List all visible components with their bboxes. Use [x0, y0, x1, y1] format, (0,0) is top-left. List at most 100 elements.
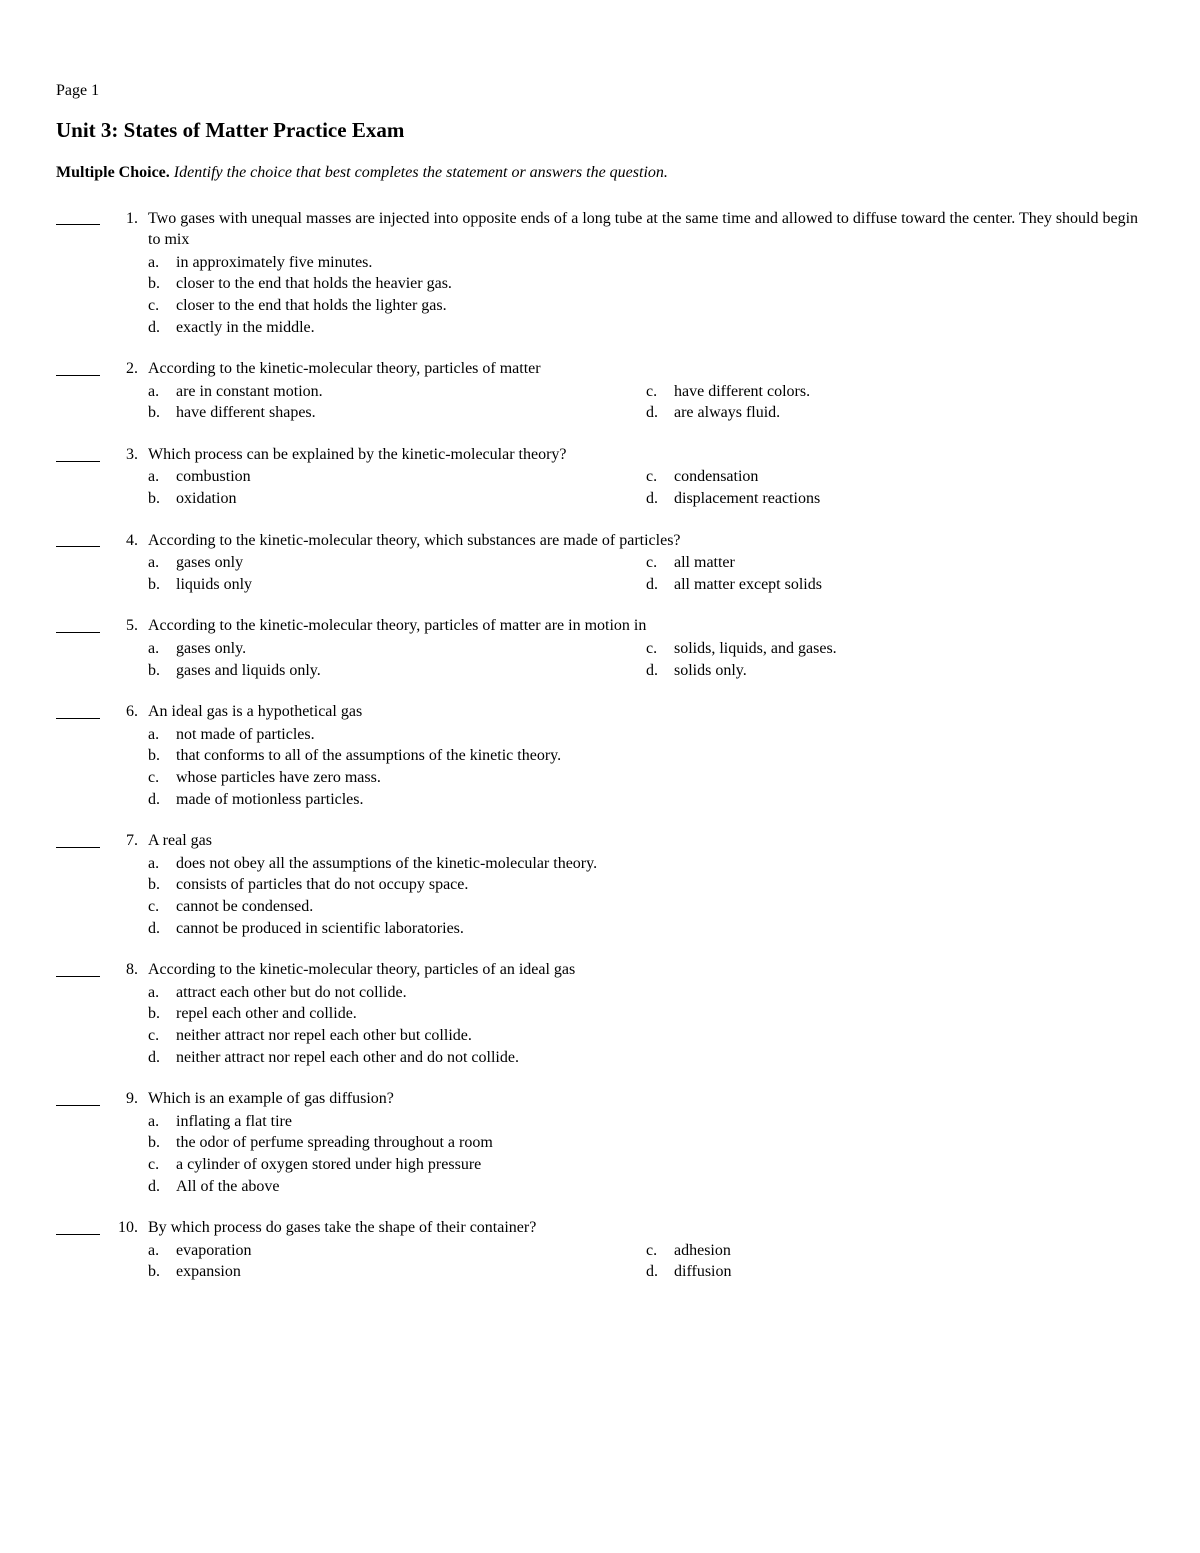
choice: b.gases and liquids only. [148, 660, 646, 682]
choice: a.gases only. [148, 638, 646, 660]
question: 1.Two gases with unequal masses are inje… [56, 208, 1144, 339]
answer-blank[interactable] [56, 1088, 100, 1106]
choice-text: have different colors. [674, 381, 810, 403]
choice: b.liquids only [148, 574, 646, 596]
choice-text: the odor of perfume spreading throughout… [176, 1132, 493, 1154]
choices: a.not made of particles.b.that conforms … [148, 724, 1144, 810]
question-body: An ideal gas is a hypothetical gasa.not … [148, 701, 1144, 810]
choice: d.cannot be produced in scientific labor… [148, 918, 1144, 940]
choice-letter: d. [148, 789, 176, 811]
choice-text: are in constant motion. [176, 381, 323, 403]
choice: d.diffusion [646, 1261, 1144, 1283]
question-stem: Which process can be explained by the ki… [148, 444, 1144, 466]
choice: a.attract each other but do not collide. [148, 982, 1144, 1004]
choice: b.that conforms to all of the assumption… [148, 745, 1144, 767]
choice-letter: c. [646, 1240, 674, 1262]
choice-letter: d. [646, 488, 674, 510]
question-body: Two gases with unequal masses are inject… [148, 208, 1144, 339]
answer-blank[interactable] [56, 830, 100, 848]
choice-text: all matter [674, 552, 735, 574]
choice: a.in approximately five minutes. [148, 252, 1144, 274]
choice-letter: c. [148, 1025, 176, 1047]
answer-blank[interactable] [56, 530, 100, 548]
choices: a.gases only.b.gases and liquids only.c.… [148, 638, 1144, 681]
choice-text: all matter except solids [674, 574, 822, 596]
question-stem: According to the kinetic-molecular theor… [148, 530, 1144, 552]
choice-letter: a. [148, 853, 176, 875]
choice: a.not made of particles. [148, 724, 1144, 746]
question: 9.Which is an example of gas diffusion?a… [56, 1088, 1144, 1197]
choice-letter: c. [646, 638, 674, 660]
choice: b.closer to the end that holds the heavi… [148, 273, 1144, 295]
question: 4.According to the kinetic-molecular the… [56, 530, 1144, 596]
choice: a.evaporation [148, 1240, 646, 1262]
choice-text: adhesion [674, 1240, 731, 1262]
choice: d.solids only. [646, 660, 1144, 682]
choice: a.inflating a flat tire [148, 1111, 1144, 1133]
choice: c.cannot be condensed. [148, 896, 1144, 918]
choice: a.does not obey all the assumptions of t… [148, 853, 1144, 875]
choice-letter: b. [148, 574, 176, 596]
question-stem: An ideal gas is a hypothetical gas [148, 701, 1144, 723]
question-stem: According to the kinetic-molecular theor… [148, 358, 1144, 380]
choice: a.are in constant motion. [148, 381, 646, 403]
choice: d.all matter except solids [646, 574, 1144, 596]
choice-text: evaporation [176, 1240, 252, 1262]
choice: d.displacement reactions [646, 488, 1144, 510]
choice-text: inflating a flat tire [176, 1111, 292, 1133]
question: 8.According to the kinetic-molecular the… [56, 959, 1144, 1068]
choice: c.have different colors. [646, 381, 1144, 403]
choice-letter: c. [148, 1154, 176, 1176]
question-number: 6. [104, 701, 148, 723]
answer-blank[interactable] [56, 615, 100, 633]
choice-text: not made of particles. [176, 724, 315, 746]
choice-text: solids only. [674, 660, 747, 682]
choice-letter: a. [148, 466, 176, 488]
answer-blank[interactable] [56, 959, 100, 977]
question-stem: Which is an example of gas diffusion? [148, 1088, 1144, 1110]
choice-letter: a. [148, 1240, 176, 1262]
choice: d.are always fluid. [646, 402, 1144, 424]
choice: d.All of the above [148, 1176, 1144, 1198]
choice-text: solids, liquids, and gases. [674, 638, 837, 660]
answer-blank[interactable] [56, 701, 100, 719]
page-title: Unit 3: States of Matter Practice Exam [56, 116, 1144, 144]
choice: b.oxidation [148, 488, 646, 510]
choice-letter: d. [646, 574, 674, 596]
choice-text: All of the above [176, 1176, 280, 1198]
question-body: According to the kinetic-molecular theor… [148, 530, 1144, 596]
choice-text: gases only [176, 552, 243, 574]
question: 7.A real gasa.does not obey all the assu… [56, 830, 1144, 939]
choice: b.consists of particles that do not occu… [148, 874, 1144, 896]
choice-letter: d. [646, 1261, 674, 1283]
choices: a.gases onlyb.liquids onlyc.all matterd.… [148, 552, 1144, 595]
question-stem: According to the kinetic-molecular theor… [148, 615, 1144, 637]
choice-letter: d. [646, 402, 674, 424]
choice-text: gases only. [176, 638, 246, 660]
choice-letter: b. [148, 1003, 176, 1025]
choice-letter: a. [148, 1111, 176, 1133]
answer-blank[interactable] [56, 444, 100, 462]
choice-letter: d. [646, 660, 674, 682]
choice-text: liquids only [176, 574, 252, 596]
choice-letter: c. [646, 466, 674, 488]
question-number: 2. [104, 358, 148, 380]
choice-letter: d. [148, 1047, 176, 1069]
choices: a.does not obey all the assumptions of t… [148, 853, 1144, 939]
question-body: By which process do gases take the shape… [148, 1217, 1144, 1283]
choice-letter: a. [148, 982, 176, 1004]
choice: c.condensation [646, 466, 1144, 488]
choice-text: consists of particles that do not occupy… [176, 874, 468, 896]
choice: b.repel each other and collide. [148, 1003, 1144, 1025]
choice-text: a cylinder of oxygen stored under high p… [176, 1154, 481, 1176]
question-number: 4. [104, 530, 148, 552]
answer-blank[interactable] [56, 358, 100, 376]
answer-blank[interactable] [56, 1217, 100, 1235]
answer-blank[interactable] [56, 208, 100, 226]
choice: c.all matter [646, 552, 1144, 574]
choice: d.exactly in the middle. [148, 317, 1144, 339]
choice: c.solids, liquids, and gases. [646, 638, 1144, 660]
question-body: According to the kinetic-molecular theor… [148, 959, 1144, 1068]
question-stem: According to the kinetic-molecular theor… [148, 959, 1144, 981]
choice-text: have different shapes. [176, 402, 316, 424]
